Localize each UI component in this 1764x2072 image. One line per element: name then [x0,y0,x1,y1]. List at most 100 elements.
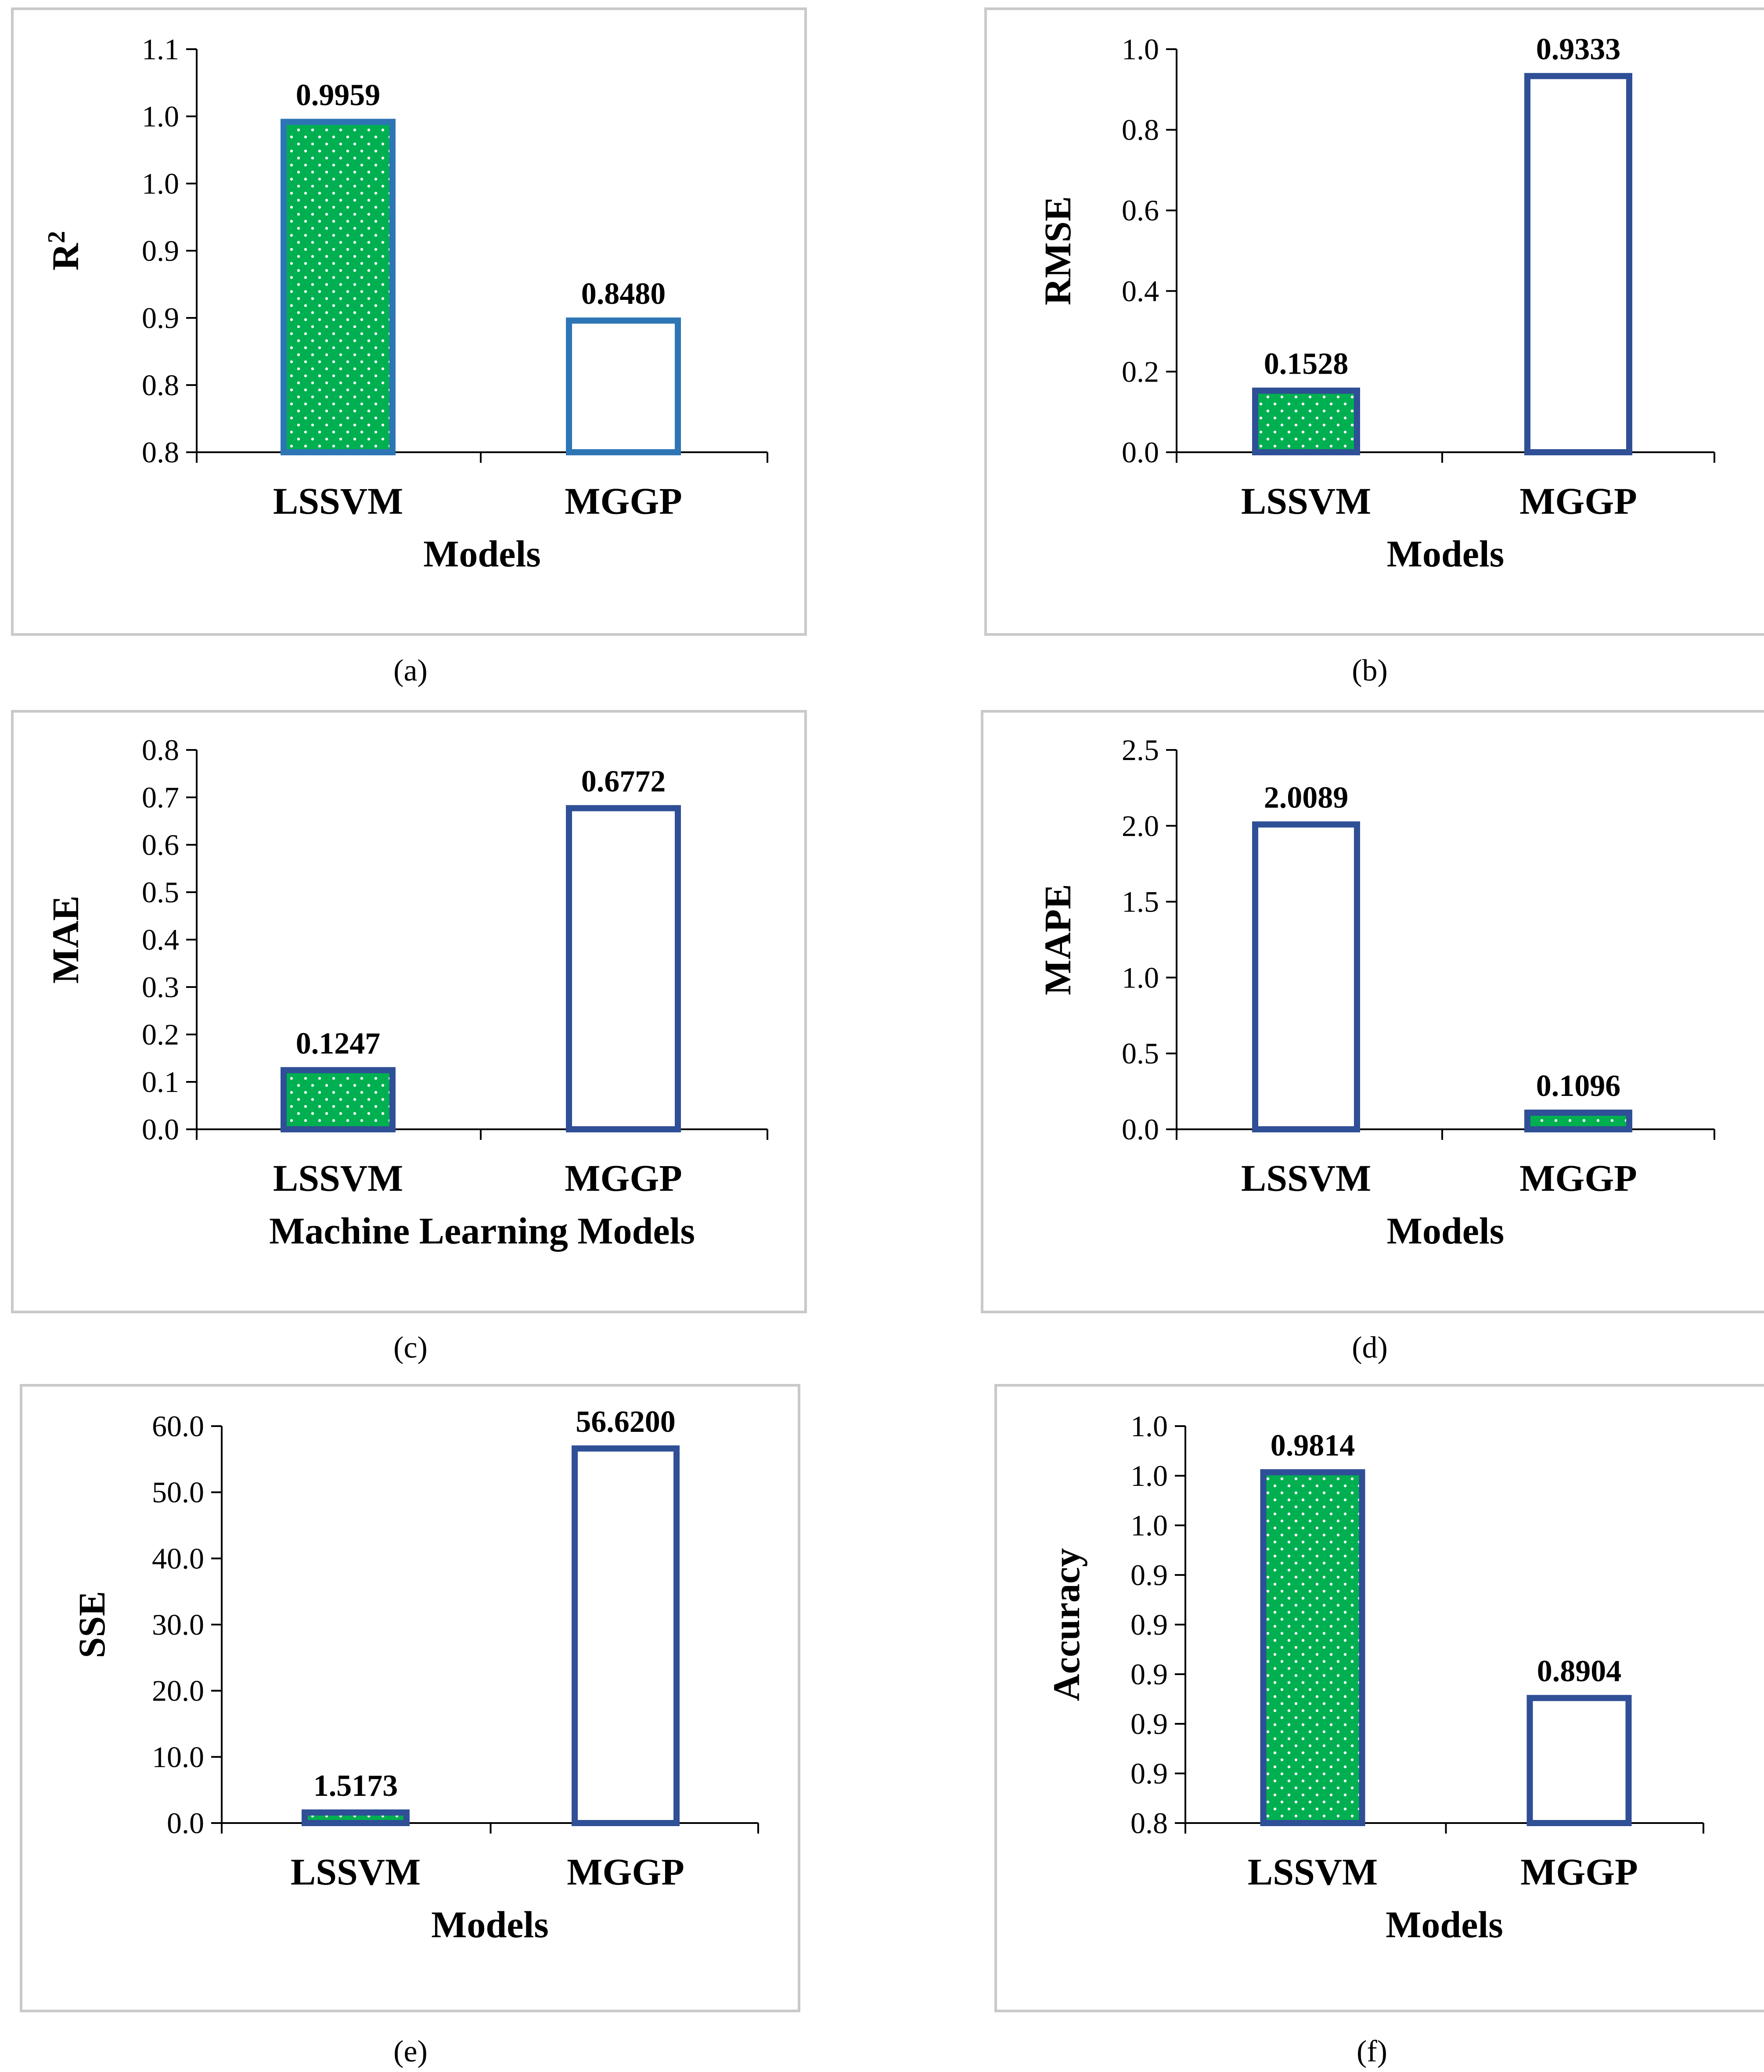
x-category-label: MGGP [1520,1851,1638,1893]
bar-mggp [1524,73,1632,456]
bar-lssvm [302,1809,410,1826]
x-axis-title: Models [431,1903,549,1946]
panel-frame [994,1384,1764,2012]
y-tick-label: 0.0 [167,1806,204,1840]
y-tick-label: 0.8 [142,368,179,402]
panel-frame [984,7,1764,636]
y-tick-label: 0.4 [1122,274,1159,308]
x-category-label: LSSVM [273,480,403,522]
x-category-label: MGGP [1519,480,1637,522]
chart-panel-b: 0.0 0.2 0.4 0.6 0.8 1.0 0.1528 LSSVM 0.9333 MGGP M… [984,7,1764,636]
bar-lssvm [281,1067,396,1132]
y-tick-label: 50.0 [152,1476,204,1509]
chart-panel-e: 0.0 10.0 20.0 30.0 40.0 50.0 60.0 1.5173 LSSVM 56… [20,1384,800,2012]
y-tick-label: 0.9 [1130,1707,1168,1740]
y-tick-label: 0.6 [142,828,179,861]
y-axis-title: MAPE [1037,884,1079,995]
y-axis-title: MAE [44,896,86,984]
y-tick-label: 1.0 [142,167,179,200]
y-tick-label: 0.9 [1130,1558,1168,1592]
y-tick-label: 0.0 [1122,1113,1159,1146]
chart-panel-a: 0.8 0.8 0.9 0.9 1.0 1.0 1.1 0.9959 LSSVM 0.8480 MG… [11,7,807,636]
bar-lssvm [1252,387,1360,456]
bar-lssvm [1252,821,1360,1132]
data-label: 0.1247 [296,1027,381,1060]
data-label: 2.0089 [1264,781,1349,815]
x-category-label: LSSVM [291,1851,421,1893]
panel-caption: (d) [1352,1331,1388,1365]
x-category-label: LSSVM [1241,480,1371,522]
y-tick-label: 10.0 [152,1740,204,1773]
bar-mggp [572,1445,680,1826]
y-tick-label: 0.1 [142,1065,179,1099]
y-tick-label: 0.5 [142,876,179,909]
data-label: 0.8904 [1537,1654,1622,1688]
data-label: 0.8480 [581,277,666,311]
data-label: 56.6200 [576,1405,676,1439]
y-axis-title: R2 [43,231,86,270]
chart-panel-c: 0.0 0.1 0.2 0.3 0.4 0.5 0.6 0.7 0.8 0.1247 LSSVM 0.… [11,710,807,1313]
y-tick-label: 0.8 [142,733,179,767]
panel-frame [11,7,807,636]
y-tick-label: 0.9 [1130,1757,1168,1790]
y-tick-label: 0.2 [142,1018,179,1051]
y-tick-label: 60.0 [152,1409,204,1443]
y-tick-label: 30.0 [152,1608,204,1641]
data-label: 0.1096 [1536,1069,1621,1103]
y-axis-title: RMSE [1037,196,1079,305]
y-tick-label: 1.0 [142,100,179,133]
data-label: 1.5173 [313,1769,398,1803]
x-category-label: LSSVM [1241,1157,1371,1199]
data-label: 0.9333 [1536,32,1621,66]
y-tick-label: 0.9 [142,234,179,267]
bar-lssvm [1260,1469,1365,1827]
y-tick-label: 0.9 [1130,1658,1168,1691]
y-axis-title-superscript: 2 [43,231,70,243]
x-axis-title: Models [1386,1903,1503,1946]
y-tick-label: 0.0 [1122,436,1159,469]
y-tick-label: 0.8 [1130,1806,1168,1840]
data-label: 0.6772 [581,765,666,799]
x-category-label: MGGP [565,1157,682,1199]
y-tick-label: 1.0 [1130,1509,1168,1542]
panel-caption: (e) [393,2035,428,2068]
y-tick-label: 20.0 [152,1674,204,1708]
data-label: 0.9959 [296,79,381,112]
y-tick-label: 1.1 [142,32,179,66]
panel-caption: (a) [393,654,428,688]
x-category-label: LSSVM [1248,1851,1378,1893]
panel-caption: (c) [393,1331,428,1365]
y-tick-label: 0.6 [1122,194,1159,227]
y-tick-label: 0.8 [142,436,179,469]
y-tick-label: 1.0 [1130,1409,1168,1443]
bar-mggp [566,805,681,1132]
panel-caption: (b) [1352,654,1388,688]
y-axis-title: SSE [71,1591,113,1658]
y-tick-label: 2.5 [1122,733,1159,767]
bar-mggp [566,317,681,455]
x-category-label: MGGP [567,1851,684,1893]
x-category-label: LSSVM [273,1157,403,1199]
panel-frame [981,710,1764,1313]
panel-frame [20,1384,800,2012]
x-category-label: MGGP [565,480,682,522]
x-axis-title: Models [423,533,541,575]
chart-panel-d: 0.0 0.5 1.0 1.5 2.0 2.5 2.0089 LSSVM 0.1096 MGGP M… [981,710,1764,1313]
bar-mggp [1526,1695,1632,1826]
data-label: 0.1528 [1264,347,1349,381]
y-tick-label: 40.0 [152,1542,204,1575]
y-axis-title: Accuracy [1045,1548,1087,1701]
x-axis-title: Machine Learning Models [269,1210,695,1252]
y-tick-label: 1.0 [1130,1459,1168,1492]
bar-lssvm [281,119,396,455]
x-axis-title: Models [1387,1210,1505,1252]
y-tick-label: 2.0 [1122,809,1159,843]
y-tick-label: 0.5 [1122,1037,1159,1070]
y-tick-label: 1.0 [1122,961,1159,994]
panel-caption: (f) [1357,2035,1387,2068]
chart-panel-f: 0.8 0.9 0.9 0.9 0.9 0.9 1.0 1.0 1.0 0.9814 LSSVM 0.… [994,1384,1764,2012]
y-tick-label: 1.0 [1122,32,1159,66]
bar-mggp [1524,1110,1632,1133]
y-tick-label: 1.5 [1122,885,1159,919]
